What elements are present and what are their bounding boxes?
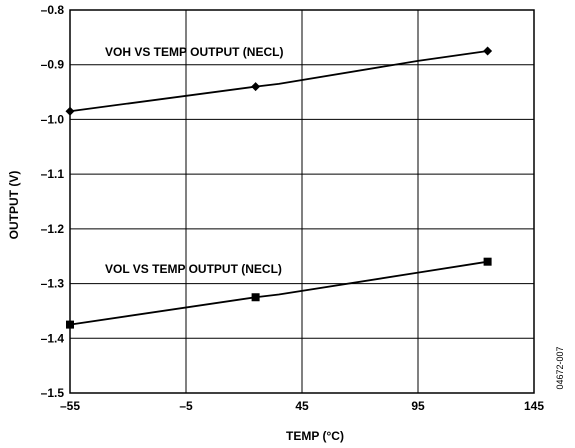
y-tick-label-6: –0.9	[41, 58, 65, 72]
figure-id: 04672-007	[555, 346, 565, 389]
series-line-0	[69, 50, 488, 113]
x-tick-label-4: 145	[524, 399, 544, 413]
grid	[69, 9, 535, 394]
x-tick-label-3: 95	[411, 399, 425, 413]
series-0-point-0	[65, 106, 75, 116]
x-axis-title: TEMP (°C)	[286, 429, 344, 443]
y-tick-label-4: –1.1	[41, 167, 65, 181]
y-tick-label-1: –1.4	[41, 331, 65, 345]
y-tick-label-3: –1.2	[41, 222, 65, 236]
series-0-point-2	[483, 46, 493, 56]
series-label-vol: VOL VS TEMP OUTPUT (NECL)	[105, 262, 282, 276]
plot-frame	[69, 9, 535, 394]
y-tick-label-2: –1.3	[41, 277, 65, 291]
x-tick-label-1: –5	[179, 399, 193, 413]
y-tick-label-5: –1.0	[41, 112, 65, 126]
series-1-point-2	[483, 257, 492, 266]
series-line-1	[69, 260, 488, 326]
series-1-point-1	[251, 293, 260, 302]
x-tick-label-2: 45	[295, 399, 309, 413]
series-0-point-1	[251, 82, 261, 92]
y-axis-title: OUTPUT (V)	[7, 171, 21, 240]
series-1-point-0	[66, 320, 74, 329]
y-tick-label-7: –0.8	[41, 3, 65, 17]
x-tick-label-0: –55	[60, 399, 80, 413]
series-label-voh: VOH VS TEMP OUTPUT (NECL)	[105, 45, 283, 59]
series-layer	[65, 46, 493, 329]
tick-labels: –1.5 –1.4 –1.3 –1.2 –1.1 –1.0 –0.9 –0.8 –55 –5 45 9…	[41, 3, 545, 413]
y-tick-label-0: –1.5	[41, 386, 65, 400]
